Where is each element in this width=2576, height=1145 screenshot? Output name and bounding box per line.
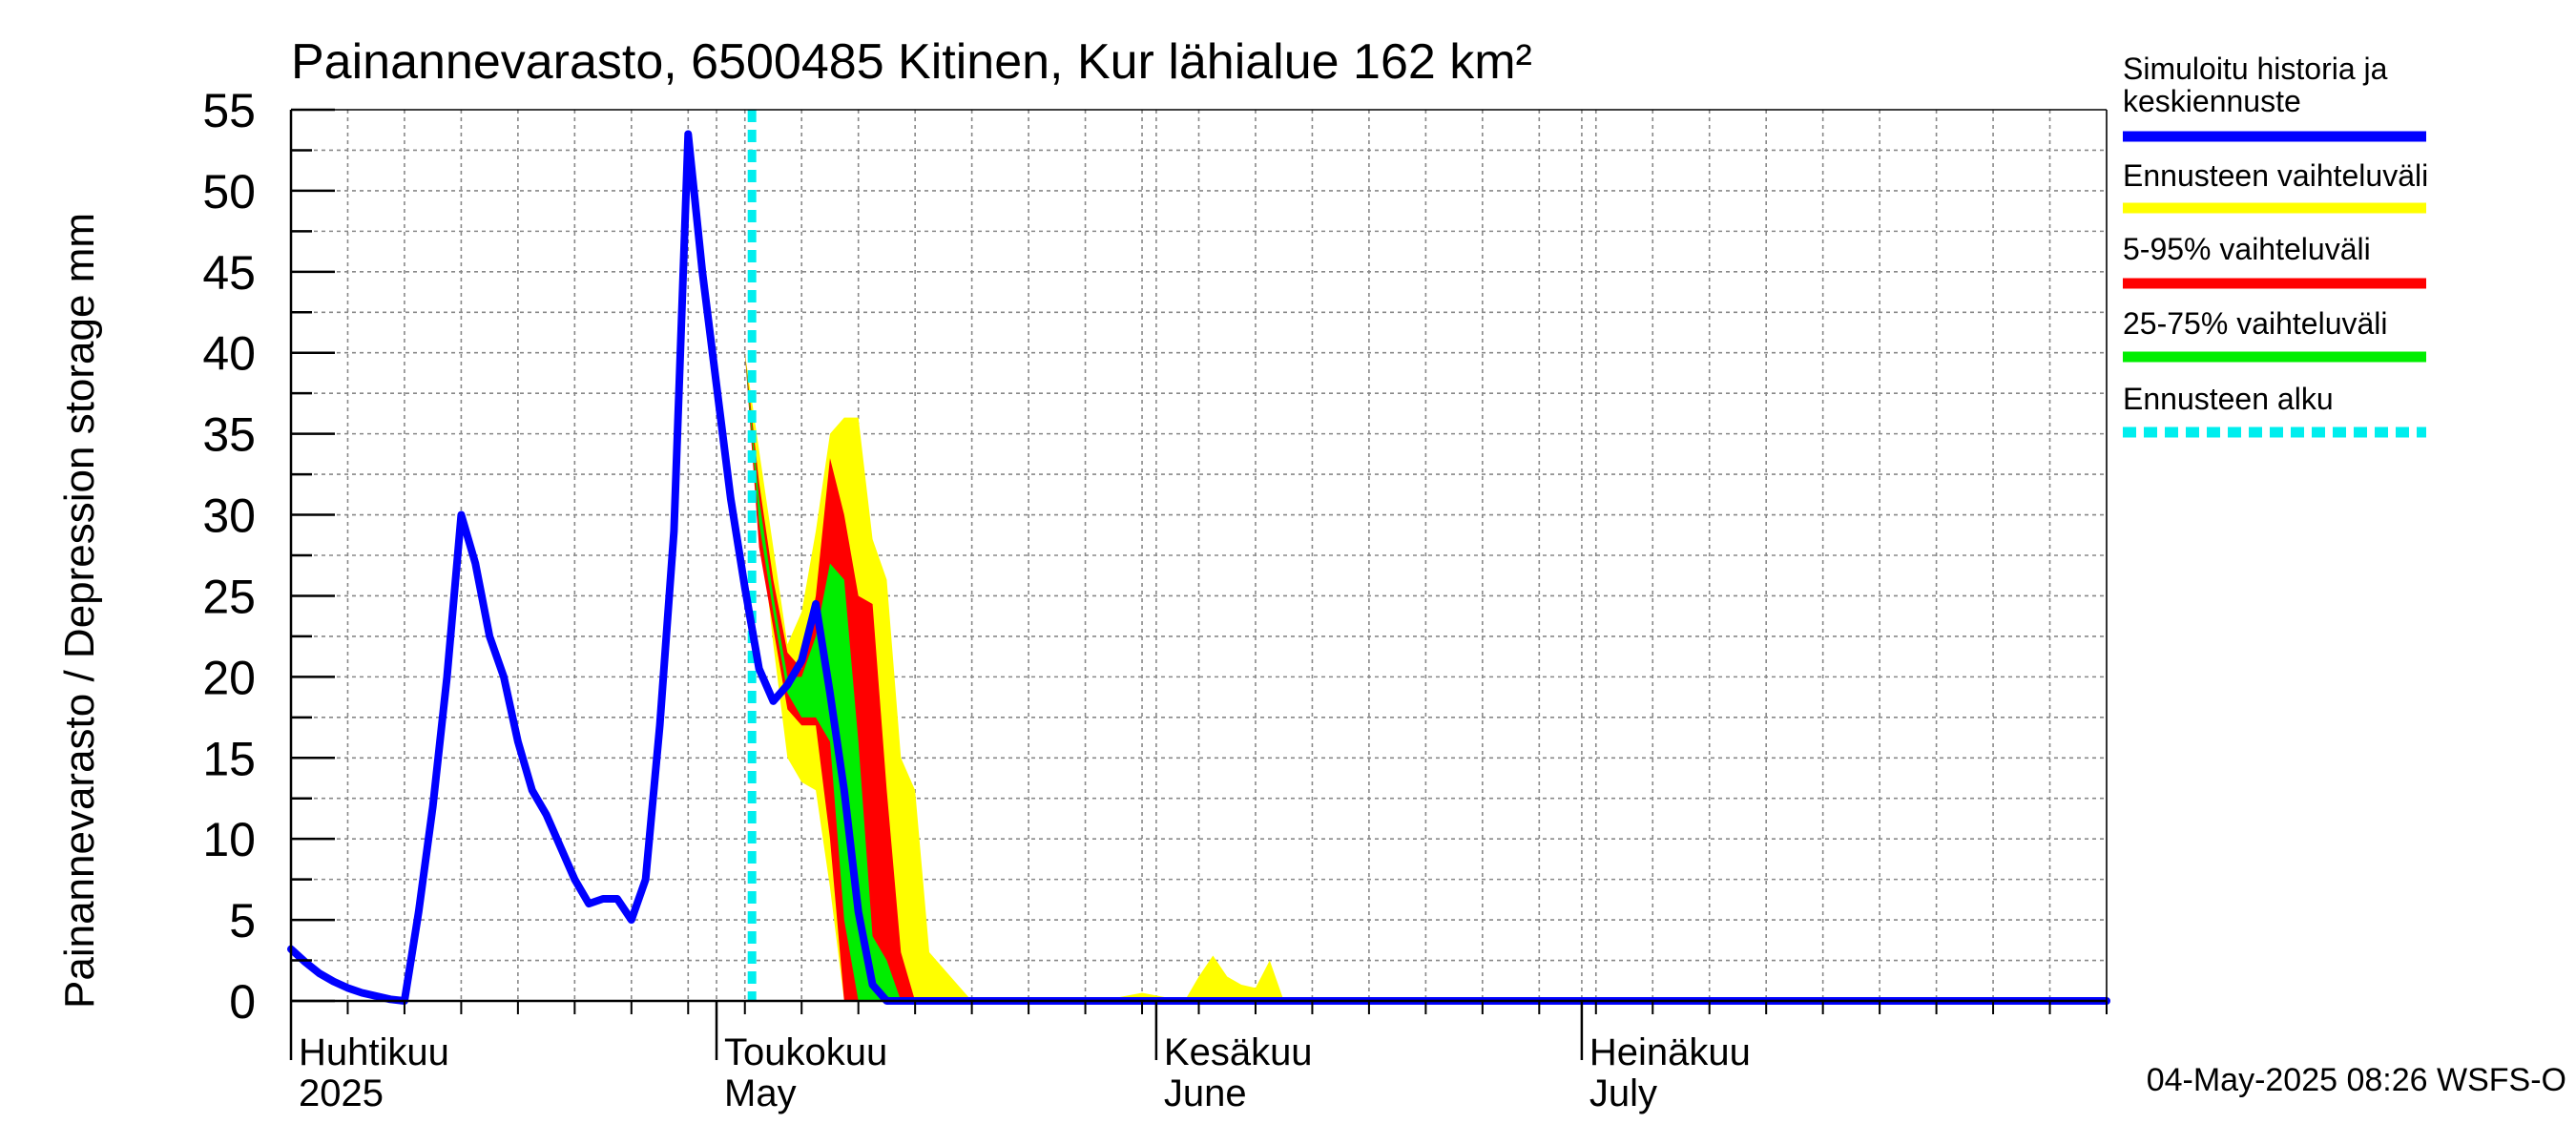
band-25-75: [744, 352, 902, 1001]
x-month-label-fi: Huhtikuu: [299, 1031, 449, 1073]
y-axis-label: Painannevarasto / Depression storage mm: [56, 213, 103, 1009]
gridlines: [290, 110, 2107, 1001]
y-tick-label: 25: [202, 570, 256, 623]
y-tick-label: 45: [202, 246, 256, 300]
y-tick-label: 15: [202, 732, 256, 785]
y-tick-label: 35: [202, 408, 256, 462]
legend-label: Simuloitu historia ja: [2123, 52, 2388, 86]
legend-item: 25-75% vaihteluväli: [2123, 306, 2426, 363]
axes: 0510152025303540455055Huhtikuu2025Toukok…: [202, 84, 2108, 1114]
y-tick-label: 30: [202, 489, 256, 543]
x-month-label-en: May: [724, 1072, 797, 1114]
x-month-label-fi: Heinäkuu: [1589, 1031, 1751, 1073]
y-tick-label: 5: [229, 894, 256, 947]
legend-item: Ennusteen alku: [2123, 382, 2426, 438]
x-month-label-en: July: [1589, 1072, 1657, 1114]
legend-label: Ennusteen vaihteluväli: [2123, 158, 2428, 193]
y-tick-label: 10: [202, 813, 256, 866]
y-tick-label: 55: [202, 84, 256, 137]
legend-label: 5-95% vaihteluväli: [2123, 232, 2371, 266]
y-tick-label: 50: [202, 165, 256, 219]
chart-title: Painannevarasto, 6500485 Kitinen, Kur lä…: [291, 34, 1532, 90]
forecast-bands: [744, 352, 1356, 1001]
x-month-label-fi: Kesäkuu: [1164, 1031, 1313, 1073]
y-tick-label: 20: [202, 651, 256, 704]
band-ennusteen-vaihteluvali: [744, 352, 1356, 1001]
legend-item: 5-95% vaihteluväli: [2123, 232, 2426, 289]
x-month-label-en: 2025: [299, 1072, 384, 1114]
y-tick-label: 0: [229, 975, 256, 1029]
legend-item: Ennusteen vaihteluväli: [2123, 158, 2428, 214]
legend-label: Ennusteen alku: [2123, 382, 2334, 416]
legend-label: keskiennuste: [2123, 84, 2301, 118]
legend-label: 25-75% vaihteluväli: [2123, 306, 2388, 341]
y-tick-label: 40: [202, 327, 256, 381]
x-month-label-fi: Toukokuu: [724, 1031, 887, 1073]
footer-timestamp: 04-May-2025 08:26 WSFS-O: [2147, 1062, 2566, 1098]
x-month-label-en: June: [1164, 1072, 1247, 1114]
